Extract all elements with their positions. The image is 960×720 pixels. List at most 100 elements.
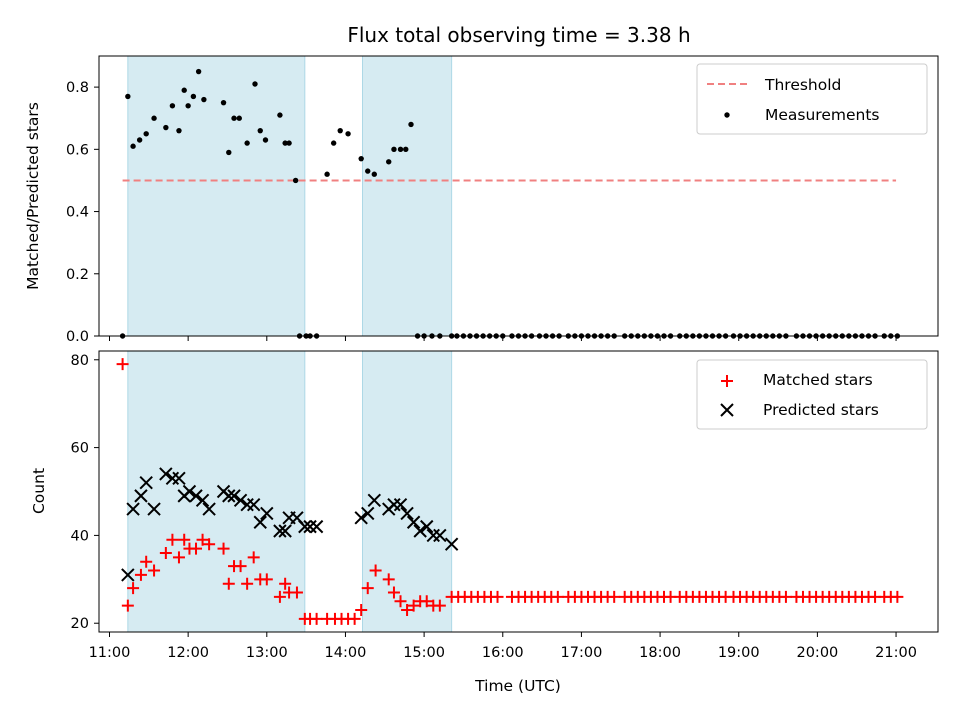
measurement-point [345, 131, 351, 137]
predicted-star-point [387, 497, 401, 512]
count-x-ticks: 11:00 12:00 13:00 14:00 15:00 16:00 17:00 18:00… [89, 632, 917, 661]
matched-star-point [140, 555, 153, 568]
y-tick-label: 40 [71, 528, 89, 544]
predicted-star-point [182, 484, 197, 499]
legend-matched-swatch [721, 375, 733, 387]
measurement-point [252, 81, 258, 87]
matched-star-point [382, 573, 395, 586]
x-tick-label: 14:00 [325, 645, 367, 661]
legend-predicted-swatch [720, 403, 734, 417]
measurement-point [397, 146, 404, 153]
predicted-star-point [147, 502, 161, 516]
measurement-point [403, 146, 409, 153]
predicted-star-point [413, 524, 427, 538]
measurement-point [143, 131, 149, 137]
predicted-star-point [121, 568, 135, 582]
measurement-point [324, 171, 330, 177]
x-tick-label: 21:00 [875, 645, 917, 661]
measurement-point [262, 137, 269, 143]
legend-measurements-label: Measurements [765, 106, 880, 124]
count-series [116, 358, 904, 625]
count-legend-box [696, 359, 928, 430]
predicted-star-point [222, 489, 236, 503]
predicted-star-point [172, 471, 186, 486]
predicted-star-point [189, 489, 203, 503]
matched-star-point [279, 577, 292, 590]
y-tick-label: 60 [71, 441, 89, 457]
matched-star-point [387, 586, 400, 599]
ratio-legend-box [696, 63, 928, 135]
x-tick-label: 13:00 [246, 645, 288, 661]
predicted-star-point [278, 524, 292, 538]
legend-matched-label: Matched stars [763, 371, 873, 389]
matched-star-point [148, 564, 161, 577]
matched-star-point [355, 604, 368, 617]
predicted-star-point [420, 519, 434, 534]
predicted-star-point [406, 515, 421, 529]
matched-star-point [407, 599, 420, 612]
matched-star-point [247, 551, 260, 564]
predicted-star-point [273, 524, 287, 538]
matched-star-point [190, 542, 203, 555]
observing-band [127, 55, 306, 337]
measurement-point [292, 177, 299, 184]
measurement-point [330, 140, 337, 146]
x-tick-label: 11:00 [89, 645, 131, 661]
matched-star-point [116, 358, 129, 371]
matched-star-point [491, 590, 504, 603]
predicted-star-point [134, 489, 148, 503]
predicted-star-point [393, 497, 408, 512]
predicted-star-point [240, 497, 254, 512]
matched-star-point [134, 568, 147, 581]
measurement-point [220, 99, 227, 106]
matched-star-point [222, 577, 235, 590]
matched-star-point [891, 590, 904, 603]
ratio-y-label: Matched/Predicted stars [24, 102, 42, 290]
x-tick-label: 16:00 [482, 645, 524, 661]
predicted-star-point [303, 519, 317, 534]
matched-star-point [203, 538, 216, 551]
y-tick-label: 0.8 [66, 80, 89, 96]
x-tick-label: 19:00 [718, 645, 760, 661]
count-x-label: Time (UTC) [474, 677, 561, 695]
measurement-point [391, 146, 397, 153]
legend-measurements-swatch [724, 112, 730, 118]
observing-bands [127, 350, 453, 633]
predicted-star-point [233, 493, 248, 507]
matched-star-point [310, 612, 323, 625]
observing-band [361, 55, 453, 337]
predicted-star-point [298, 519, 312, 534]
measurement-point [408, 121, 414, 128]
measurement-point [282, 140, 288, 146]
matched-star-point [172, 551, 185, 564]
measurement-point [163, 124, 169, 131]
y-tick-label: 0.6 [66, 142, 89, 158]
predicted-star-point [165, 471, 180, 486]
matched-star-point [234, 560, 247, 573]
ratio-y-ticks: 0.0 0.2 0.4 0.6 0.8 [66, 80, 99, 345]
measurement-point [169, 103, 176, 109]
measurement-point [386, 159, 392, 165]
measurement-point [365, 168, 371, 174]
matched-star-point [241, 577, 254, 590]
measurement-point [371, 171, 377, 177]
measurement-point [236, 115, 242, 121]
measurement-point [201, 96, 207, 103]
matched-star-point [217, 542, 230, 555]
y-tick-label: 20 [71, 616, 89, 632]
x-tick-label: 17:00 [561, 645, 603, 661]
matched-star-point [290, 586, 303, 599]
measurement-point [231, 115, 237, 121]
ratio-x-ticks [108, 336, 897, 341]
measurement-point [257, 127, 263, 134]
matched-star-point [121, 599, 134, 612]
ratio-legend: Threshold Measurements [696, 63, 928, 135]
measurement-point [151, 115, 157, 121]
matched-star-point [608, 590, 621, 603]
matched-star-point [420, 595, 433, 608]
matched-star-point [159, 546, 172, 559]
measurement-point [358, 155, 364, 162]
measurement-point [136, 137, 143, 143]
legend-predicted-label: Predicted stars [763, 401, 879, 419]
